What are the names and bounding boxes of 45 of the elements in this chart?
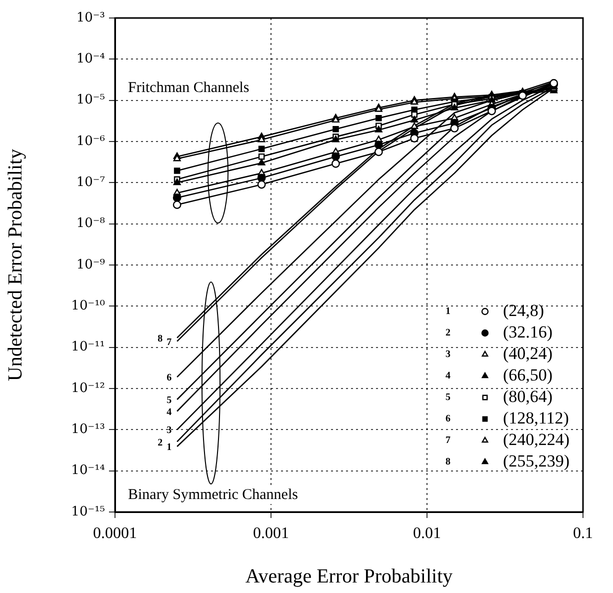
series-label: 6 <box>166 372 172 384</box>
legend-label: (32.16) <box>503 322 553 342</box>
y-tick-label: 10⁻¹⁵ <box>71 504 105 520</box>
legend-label: (24,8) <box>503 300 544 320</box>
x-tick-label: 0.001 <box>253 524 289 542</box>
text: 8 <box>446 456 450 468</box>
series-label: 8 <box>158 333 163 344</box>
annotation: Fritchman Channels <box>128 80 250 96</box>
y-tick-label: 10⁻¹² <box>71 380 105 396</box>
y-tick-label: 10⁻⁸ <box>76 216 105 232</box>
x-tick-label: 0.0001 <box>93 524 137 542</box>
text: 4 <box>446 370 450 382</box>
text: 5 <box>446 392 450 404</box>
y-tick-label: 10⁻¹¹ <box>71 340 105 355</box>
text: 1 <box>446 306 450 318</box>
text: 6 <box>446 414 450 425</box>
y-axis-title: Undetected Error Probability <box>4 148 26 382</box>
legend-label: (255,239) <box>503 451 570 470</box>
series-label: 3 <box>166 425 172 436</box>
series-label: 7 <box>166 336 172 348</box>
x-axis-title: Average Error Probability <box>245 565 453 588</box>
y-tick-label: 10⁻⁵ <box>76 92 105 108</box>
y-tick-label: 10⁻¹⁰ <box>71 298 105 314</box>
series-label: 5 <box>166 395 172 406</box>
x-tick-label: 0.01 <box>413 524 441 542</box>
y-tick-label: 10⁻⁷ <box>76 175 105 190</box>
annotation: Binary Symmetric Channels <box>128 486 298 503</box>
y-tick-label: 10⁻⁴ <box>76 52 105 67</box>
legend-label: (40,24) <box>503 344 553 363</box>
text: 2 <box>446 328 450 339</box>
series-label: 4 <box>166 406 172 418</box>
x-tick-label: 0.1 <box>573 524 593 542</box>
series-label: 1 <box>166 442 172 454</box>
legend-label: (128,112) <box>503 408 569 428</box>
y-tick-label: 10⁻¹³ <box>71 422 105 438</box>
legend-label: (240,224) <box>503 430 570 449</box>
y-tick-label: 10⁻¹⁴ <box>71 463 105 478</box>
legend-label: (80,64) <box>503 386 553 406</box>
y-tick-label: 10⁻³ <box>76 10 105 26</box>
legend-label: (66,50) <box>503 365 553 384</box>
y-tick-label: 10⁻⁹ <box>76 257 105 272</box>
series-label: 2 <box>158 437 163 448</box>
y-tick-label: 10⁻⁶ <box>76 134 105 149</box>
text: 7 <box>446 435 450 446</box>
text: 3 <box>446 349 450 360</box>
